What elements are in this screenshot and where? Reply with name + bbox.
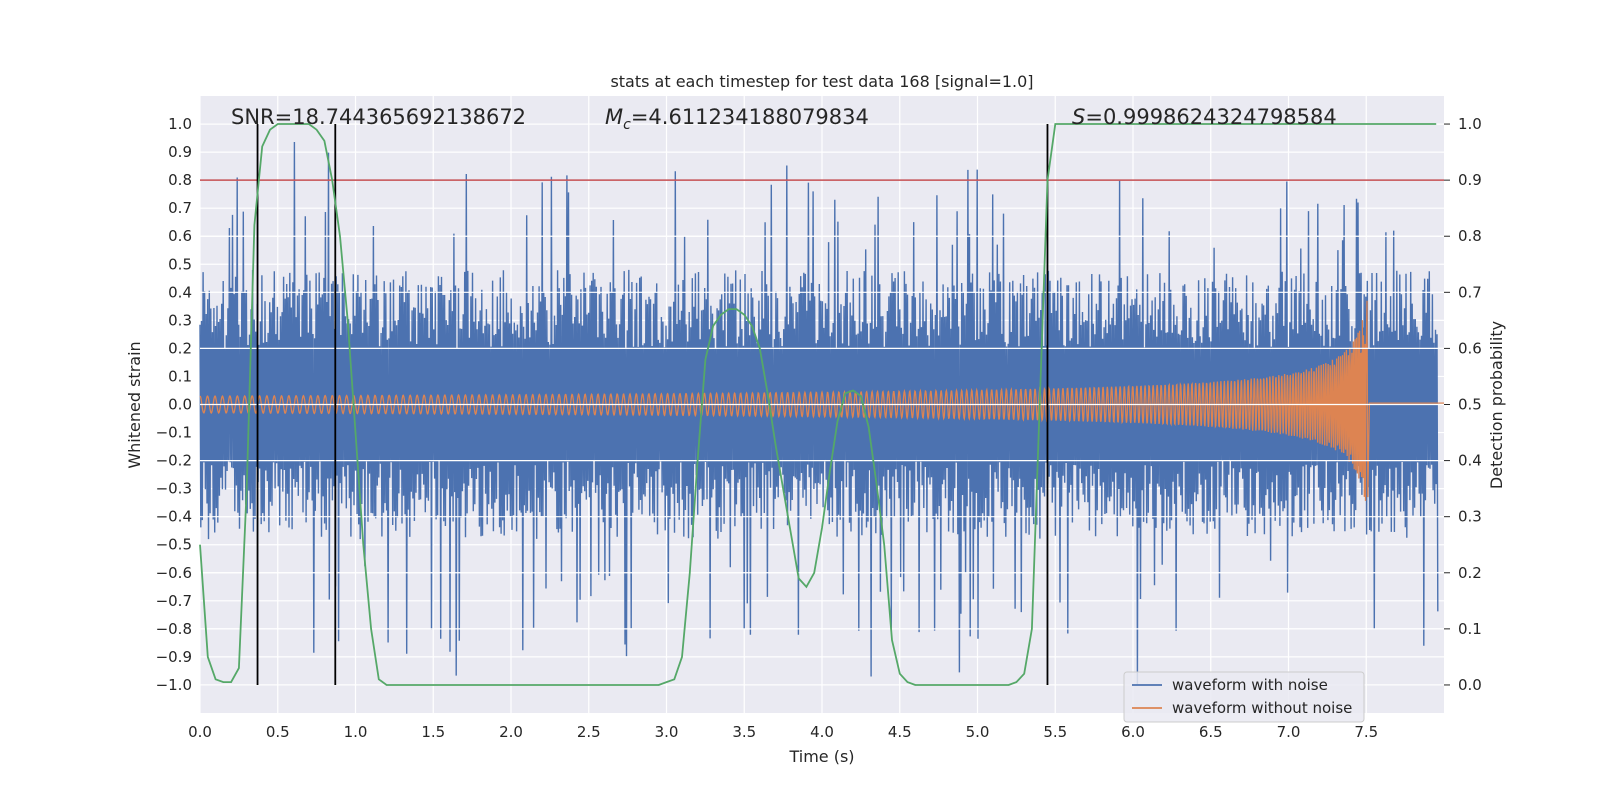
detection-probability-line — [199, 123, 1437, 686]
x-tick-label: 4.0 — [810, 723, 834, 741]
y2-tick-label: 0.6 — [1458, 339, 1482, 357]
y-tick-label: −1.0 — [156, 676, 192, 694]
x-tick-label: 4.5 — [888, 723, 912, 741]
y-tick-label: −0.7 — [156, 592, 192, 610]
series-layer — [199, 123, 1444, 686]
y-tick-label: 0.3 — [168, 311, 192, 329]
chirp-mass-annotation: Mc=4.611234188079834 — [605, 105, 869, 133]
y-tick-label: 0.6 — [168, 227, 192, 245]
y-tick-label: 0.7 — [168, 199, 192, 217]
y-tick-label: −0.5 — [156, 536, 192, 554]
x-tick-label: 1.5 — [421, 723, 445, 741]
x-tick-label: 0.0 — [188, 723, 212, 741]
waveform-without-noise-line — [199, 300, 1444, 501]
y-tick-label: 0.8 — [168, 171, 192, 189]
y2-tick-label: 0.4 — [1458, 452, 1482, 470]
legend-box — [1123, 671, 1365, 723]
x-tick-label: 6.5 — [1199, 723, 1223, 741]
x-tick-label: 2.5 — [577, 723, 601, 741]
x-tick-label: 1.0 — [344, 723, 368, 741]
chirp-mass-subscript: c — [623, 117, 631, 133]
legend-label-waveform-without-noise: waveform without noise — [1172, 699, 1352, 717]
y-tick-label: 0.0 — [168, 396, 192, 414]
ticks: 0.0 0.5 1.0 1.5 2.0 2.5 3.0 3.5 4.0 4.5 5.0 5.5 6.0 6… — [156, 115, 1482, 741]
x-tick-label: 7.0 — [1277, 723, 1301, 741]
chirp-mass-symbol: M — [605, 105, 623, 129]
snr-annotation: SNR=18.744365692138672 — [231, 105, 526, 129]
y-tick-label: −0.4 — [156, 508, 192, 526]
y-tick-label: 0.1 — [168, 367, 192, 385]
y2-tick-label: 0.0 — [1458, 676, 1482, 694]
legend: waveform with noise waveform without noi… — [1123, 671, 1365, 723]
x-tick-label: 3.0 — [655, 723, 679, 741]
y-tick-label: −0.6 — [156, 564, 192, 582]
y-tick-label: 0.4 — [168, 283, 192, 301]
y-tick-label: −0.1 — [156, 424, 192, 442]
x-tick-label: 0.5 — [266, 723, 290, 741]
y-tick-label: −0.9 — [156, 648, 192, 666]
x-tick-label: 6.0 — [1121, 723, 1145, 741]
waveform-with-noise-line — [199, 141, 1439, 685]
x-tick-label: 3.5 — [732, 723, 756, 741]
score-annotation: S=0.9998624324798584 — [1072, 105, 1337, 129]
x-tick-label: 5.0 — [966, 723, 990, 741]
y2-tick-label: 0.9 — [1458, 171, 1482, 189]
y2-axis-label: Detection probability — [1487, 321, 1506, 489]
y2-tick-label: 1.0 — [1458, 115, 1482, 133]
y2-tick-label: 0.5 — [1458, 396, 1482, 414]
x-tick-label: 7.5 — [1354, 723, 1378, 741]
y2-tick-label: 0.8 — [1458, 227, 1482, 245]
y2-tick-label: 0.7 — [1458, 283, 1482, 301]
y-axis-label: Whitened strain — [125, 341, 144, 468]
y-tick-label: 0.5 — [168, 255, 192, 273]
score-symbol: S — [1072, 105, 1085, 129]
y2-tick-label: 0.2 — [1458, 564, 1482, 582]
y-tick-label: −0.8 — [156, 620, 192, 638]
legend-label-waveform-with-noise: waveform with noise — [1172, 676, 1328, 694]
y-tick-label: 0.9 — [168, 143, 192, 161]
y-tick-label: 1.0 — [168, 115, 192, 133]
chart-title: stats at each timestep for test data 168… — [610, 72, 1033, 91]
y-tick-label: 0.2 — [168, 339, 192, 357]
score-value: =0.9998624324798584 — [1085, 105, 1336, 129]
x-tick-label: 2.0 — [499, 723, 523, 741]
y-tick-label: −0.3 — [156, 480, 192, 498]
x-axis-label: Time (s) — [788, 747, 854, 766]
chirp-mass-value: =4.611234188079834 — [631, 105, 869, 129]
x-tick-label: 5.5 — [1043, 723, 1067, 741]
y2-tick-label: 0.3 — [1458, 508, 1482, 526]
y2-tick-label: 0.1 — [1458, 620, 1482, 638]
y-tick-label: −0.2 — [156, 452, 192, 470]
